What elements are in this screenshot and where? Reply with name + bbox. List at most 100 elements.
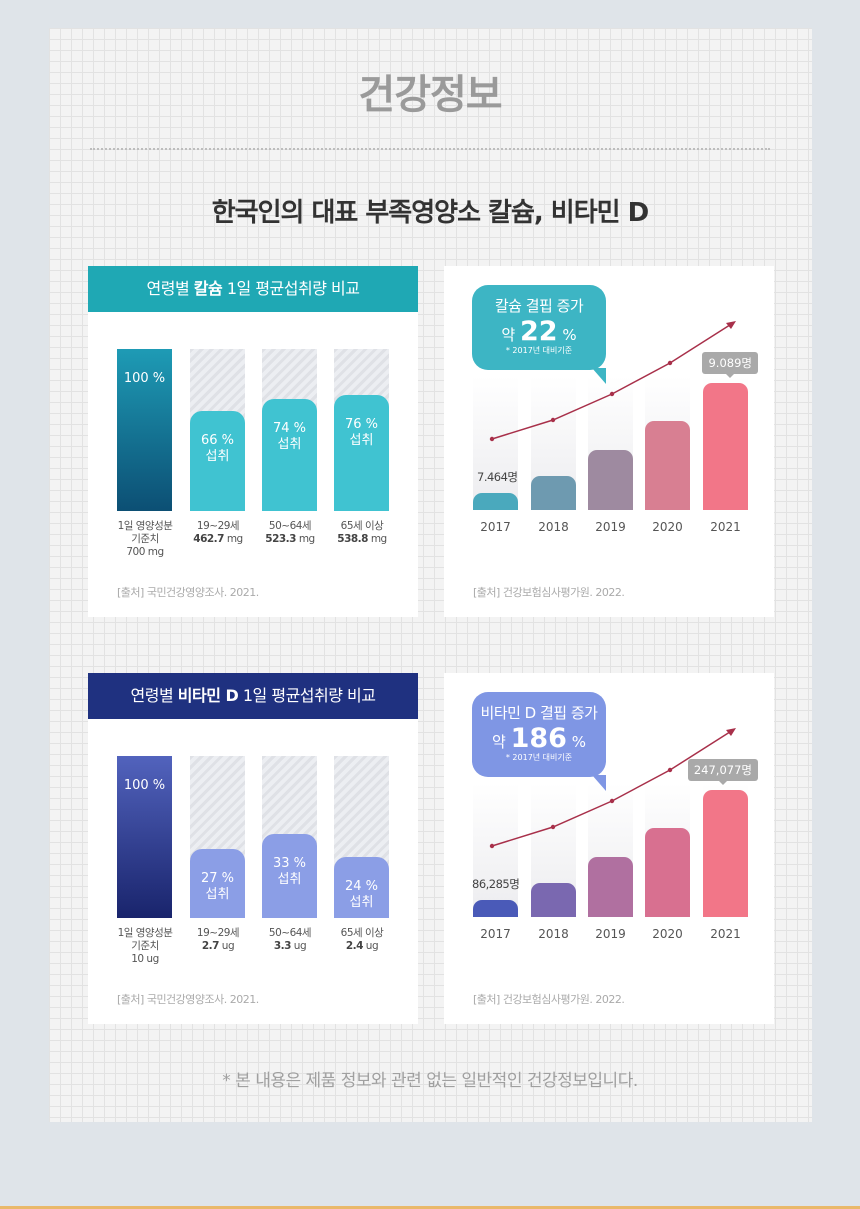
bubble-tail <box>592 368 606 384</box>
age-group: 50~64세 <box>268 927 312 939</box>
year-bar <box>703 383 748 510</box>
vitd-intake-panel: 연령별 비타민 D 1일 평균섭취량 비교 100 % 1일 영양성분 기준치 10 u… <box>88 673 418 1024</box>
header-text: 연령별 <box>146 279 194 298</box>
amount-value: 3.3 <box>273 940 292 952</box>
intake-bar: 33 % 섭취 <box>262 756 317 918</box>
intake-bar: 24 % 섭취 <box>334 756 389 918</box>
year-label: 2020 <box>652 927 683 941</box>
callout-prefix: 약 <box>501 326 520 344</box>
amount-value: 462.7 <box>193 533 224 545</box>
amount-unit: mg <box>367 533 387 545</box>
callout-suffix: % <box>557 326 577 344</box>
reference-label-line: 기준치 <box>131 940 159 952</box>
age-label: 50~64세 523.3 mg <box>255 520 325 546</box>
trend-line-chart <box>489 728 736 849</box>
year-bar <box>645 828 690 917</box>
year-bar <box>645 421 690 510</box>
intake-bar: 74 % 섭취 <box>262 349 317 511</box>
intake-bar: 27 % 섭취 <box>190 756 245 918</box>
arrow-head-icon <box>726 321 736 329</box>
age-group: 19~29세 <box>196 927 240 939</box>
age-label: 19~29세 2.7 ug <box>183 927 253 953</box>
intake-fill: 33 % 섭취 <box>262 833 317 918</box>
trend-point <box>609 391 615 397</box>
callout-number: 186 <box>510 723 567 754</box>
intake-word: 섭취 <box>277 436 302 452</box>
intake-amount: 3.3 ug <box>255 940 325 953</box>
panel-header: 연령별 비타민 D 1일 평균섭취량 비교 <box>88 673 418 719</box>
amount-unit: mg <box>295 533 315 545</box>
intake-bar: 66 % 섭취 <box>190 349 245 511</box>
page-subtitle: 한국인의 대표 부족영양소 칼슘, 비타민 D <box>211 198 649 228</box>
reference-label-line: 기준치 <box>131 533 159 545</box>
intake-amount: 523.3 mg <box>255 533 325 546</box>
amount-value: 523.3 <box>265 533 296 545</box>
year-bar <box>588 450 633 510</box>
reference-label: 1일 영양성분 기준치 10 ug <box>110 927 180 966</box>
header-nutrient: 칼슘 <box>193 279 223 298</box>
source-text: [출처] 국민건강영양조사. 2021. <box>117 993 259 1006</box>
age-group: 65세 이상 <box>340 520 384 532</box>
reference-label-line: 1일 영양성분 <box>117 927 173 939</box>
age-group: 50~64세 <box>268 520 312 532</box>
bottom-border <box>0 1206 860 1209</box>
last-year-value: 247,077명 <box>687 759 758 785</box>
year-label: 2021 <box>710 520 741 534</box>
amount-value: 2.7 <box>201 940 220 952</box>
intake-amount: 462.7 mg <box>183 533 253 546</box>
amount-unit: ug <box>290 940 307 952</box>
first-year-value: 86,285명 <box>472 877 520 891</box>
reference-label: 1일 영양성분 기준치 700 mg <box>110 520 180 559</box>
reference-fill: 100 % <box>117 349 172 511</box>
header-text: 1일 평균섭취량 비교 <box>238 686 376 705</box>
intake-fill: 66 % 섭취 <box>190 410 245 511</box>
year-bar <box>473 493 518 510</box>
divider <box>90 148 770 150</box>
source-text: [출처] 국민건강영양조사. 2021. <box>117 586 259 599</box>
trend-point <box>489 436 495 442</box>
intake-amount: 538.8 mg <box>327 533 397 546</box>
amount-unit: ug <box>218 940 235 952</box>
intake-word: 섭취 <box>205 887 230 903</box>
intake-word: 섭취 <box>349 894 374 910</box>
vitd-deficiency-panel: 2017 2018 2019 2020 2021 비타민 D 결핍 증가 약 186 % * … <box>444 673 774 1024</box>
age-group: 65세 이상 <box>340 927 384 939</box>
panel-header: 연령별 칼슘 1일 평균섭취량 비교 <box>88 266 418 312</box>
callout-value: 약 22 % <box>472 316 606 347</box>
intake-amount: 2.7 ug <box>183 940 253 953</box>
year-bar <box>703 790 748 917</box>
intake-fill: 76 % 섭취 <box>334 395 389 511</box>
callout-title: 비타민 D 결핍 증가 <box>480 704 598 722</box>
intake-pct: 76 % <box>344 417 379 433</box>
callout-number: 22 <box>519 316 558 347</box>
bar-background <box>473 783 518 917</box>
year-bar <box>531 882 576 917</box>
year-label: 2021 <box>710 927 741 941</box>
callout-suffix: % <box>566 733 586 751</box>
reference-label-line: 10 ug <box>131 953 159 965</box>
age-label: 50~64세 3.3 ug <box>255 927 325 953</box>
age-label: 19~29세 462.7 mg <box>183 520 253 546</box>
amount-value: 2.4 <box>345 940 364 952</box>
intake-pct: 66 % <box>200 432 235 448</box>
year-label: 2019 <box>595 927 626 941</box>
year-label: 2017 <box>480 927 511 941</box>
intake-pct: 74 % <box>272 420 307 436</box>
bar-background <box>473 376 518 510</box>
calcium-intake-panel: 연령별 칼슘 1일 평균섭취량 비교 100 % 1일 영양성분 기준치 700 mg 6… <box>88 266 418 617</box>
intake-word: 섭취 <box>349 433 374 449</box>
intake-word: 섭취 <box>205 448 230 464</box>
year-bar <box>588 857 633 917</box>
intake-fill: 27 % 섭취 <box>190 849 245 918</box>
callout-bubble: 비타민 D 결핍 증가 약 186 % * 2017년 대비기준 <box>472 692 606 791</box>
arrow-head-icon <box>726 728 736 736</box>
callout-bubble: 칼슘 결핍 증가 약 22 % * 2017년 대비기준 <box>472 285 606 384</box>
intake-fill: 24 % 섭취 <box>334 856 389 918</box>
intake-amount: 2.4 ug <box>327 940 397 953</box>
reference-label-line: 700 mg <box>126 546 164 558</box>
year-bar <box>473 900 518 917</box>
intake-pct: 33 % <box>272 855 307 871</box>
year-bar <box>531 475 576 510</box>
last-year-value: 9.089명 <box>702 352 758 378</box>
reference-bar: 100 % <box>117 756 172 918</box>
